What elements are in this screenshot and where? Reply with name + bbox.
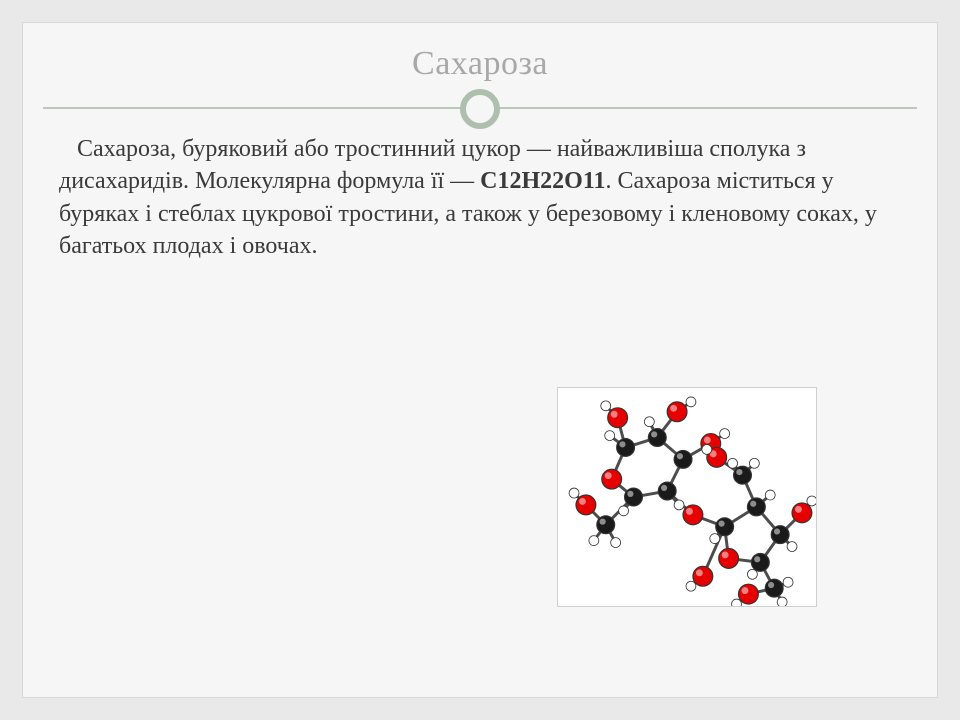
formula-bold: С12Н22О11 bbox=[480, 168, 605, 194]
molecule-figure bbox=[557, 387, 817, 607]
molecule-svg bbox=[558, 388, 816, 606]
slide-outer: Сахароза Сахароза, буряковий або тростин… bbox=[0, 0, 960, 720]
body-paragraph: Сахароза, буряковий або тростинний цукор… bbox=[23, 133, 937, 263]
divider-ring-icon bbox=[460, 89, 500, 129]
slide-inner: Сахароза Сахароза, буряковий або тростин… bbox=[22, 22, 938, 698]
slide-title: Сахароза bbox=[23, 23, 937, 83]
title-divider bbox=[23, 83, 937, 133]
